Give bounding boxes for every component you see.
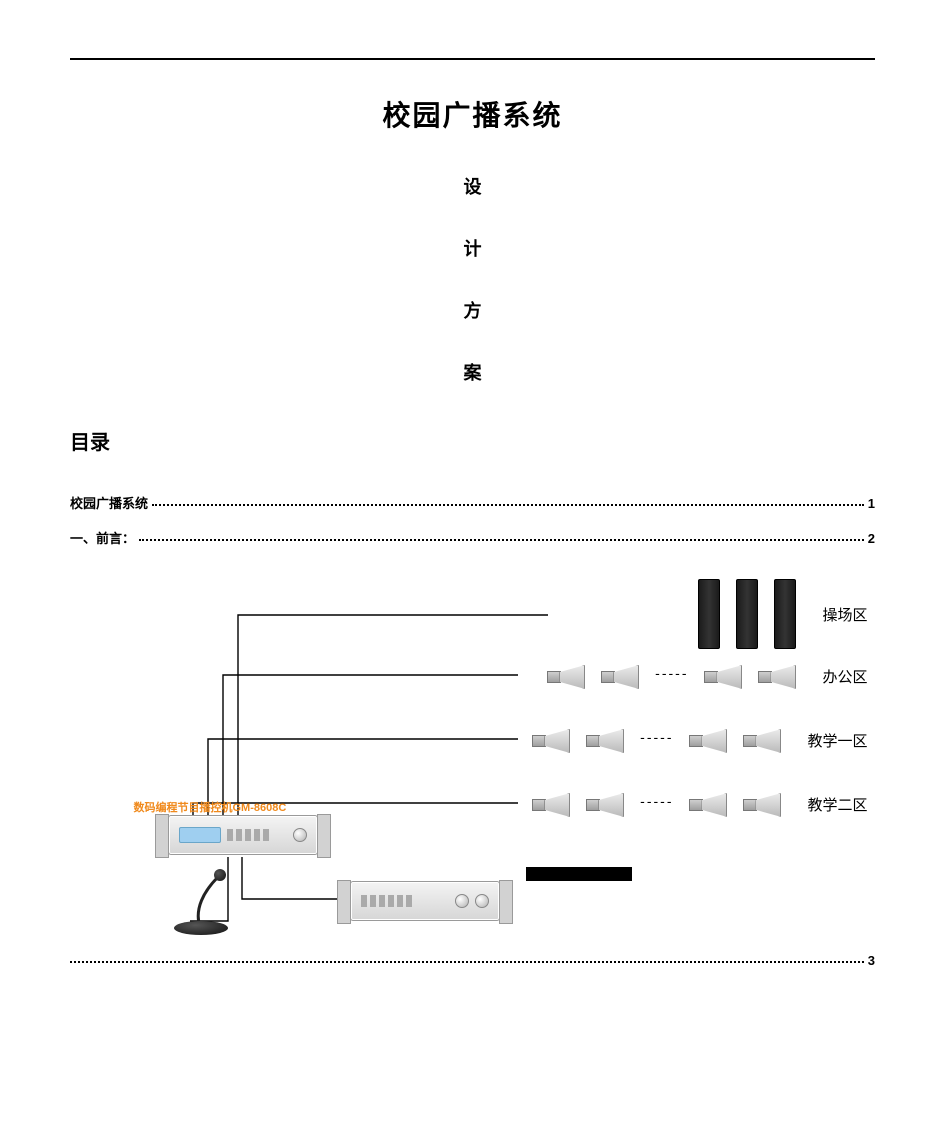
horn-speaker-icon	[704, 665, 742, 687]
toc-entry-page: 2	[868, 531, 875, 546]
mic-head	[214, 869, 226, 881]
amplifier-unit	[350, 881, 500, 921]
toc-entry-label: 校园广播系统	[70, 493, 148, 512]
microphone-icon	[164, 869, 244, 935]
controller-unit	[168, 815, 318, 855]
zone-label: 教学二区	[807, 794, 867, 815]
button-row	[227, 829, 287, 841]
horn-speaker-icon	[758, 665, 796, 687]
horn-speaker-icon	[743, 793, 781, 815]
horn-speaker-icon	[689, 729, 727, 751]
page: 校园广播系统 设 计 方 案 目录 校园广播系统 1 一、前言： 2 操场区 --…	[0, 0, 945, 1123]
horn-speaker-icon	[532, 793, 570, 815]
subtitle-char: 计	[70, 240, 875, 258]
horn-speaker-icon	[532, 729, 570, 751]
horn-speaker-icon	[547, 665, 585, 687]
toc-entry-label: 一、前言：	[70, 528, 135, 547]
toc-leader-dots	[139, 539, 864, 541]
zone-teach1: ----- 教学一区	[532, 729, 867, 751]
horn-speaker-icon	[743, 729, 781, 751]
toc-entry-page: 3	[868, 953, 875, 968]
horn-speaker-icon	[689, 793, 727, 815]
rack-panel	[179, 822, 307, 848]
toc-heading: 目录	[70, 426, 875, 455]
column-speaker-icon	[698, 579, 720, 649]
subtitle-char: 设	[70, 178, 875, 196]
zone-office: ----- 办公区	[547, 665, 867, 687]
toc-leader-dots	[70, 961, 864, 963]
horn-speaker-icon	[586, 729, 624, 751]
toc-entry-page: 1	[868, 496, 875, 511]
ellipsis: -----	[655, 665, 688, 687]
lcd-icon	[179, 827, 221, 843]
button-row	[361, 895, 449, 907]
knob-icon	[455, 894, 469, 908]
system-diagram: 操场区 ----- 办公区 ----- 教学一区 ----- 教学二区 数码编程节目播控机G…	[78, 565, 868, 945]
toc-entry: 3	[70, 953, 875, 968]
page-title: 校园广播系统	[70, 94, 875, 134]
rack-ear	[499, 880, 513, 924]
zone-teach2: ----- 教学二区	[532, 793, 867, 815]
subtitle-vertical: 设 计 方 案	[70, 178, 875, 382]
zone-label: 操场区	[822, 604, 867, 625]
wire-main-to-amp	[242, 857, 348, 899]
mic-base	[174, 921, 228, 935]
top-rule	[70, 58, 875, 60]
column-speaker-icon	[774, 579, 796, 649]
rack-ear	[337, 880, 351, 924]
redaction-bar	[526, 867, 632, 881]
rack-caption: 数码编程节目播控机GM-8608C	[134, 799, 287, 815]
knob-icon	[293, 828, 307, 842]
ellipsis: -----	[640, 729, 673, 751]
rack-ear	[317, 814, 331, 858]
rack-ear	[155, 814, 169, 858]
subtitle-char: 案	[70, 364, 875, 382]
ellipsis: -----	[640, 793, 673, 815]
rack-panel	[361, 888, 489, 914]
horn-speaker-icon	[586, 793, 624, 815]
knob-icon	[475, 894, 489, 908]
toc-entry: 一、前言： 2	[70, 528, 875, 547]
subtitle-char: 方	[70, 302, 875, 320]
toc-entry: 校园广播系统 1	[70, 493, 875, 512]
zone-label: 教学一区	[807, 730, 867, 751]
zone-label: 办公区	[822, 666, 867, 687]
wire-to-playground	[238, 615, 548, 821]
zone-playground: 操场区	[698, 579, 867, 649]
horn-speaker-icon	[601, 665, 639, 687]
toc-leader-dots	[152, 504, 864, 506]
column-speaker-icon	[736, 579, 758, 649]
